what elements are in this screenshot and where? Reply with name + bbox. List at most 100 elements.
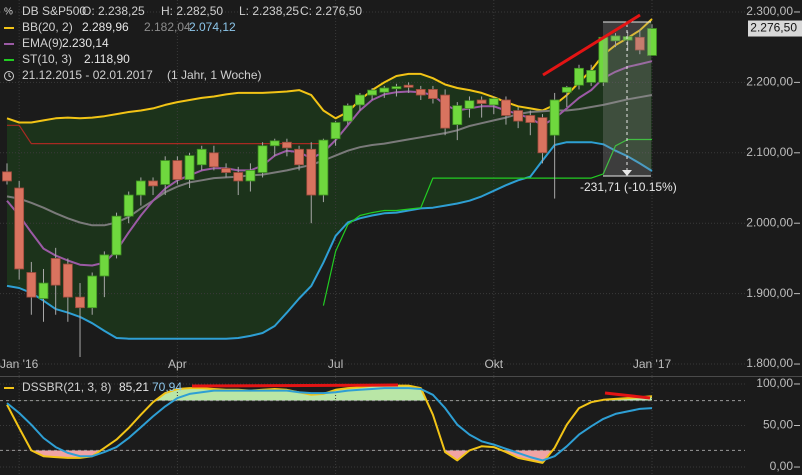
- ohlc-label: C: 2.276,50: [300, 4, 362, 18]
- candle-body: [38, 282, 49, 299]
- clock-hands: [8, 73, 12, 78]
- candle-body: [367, 89, 378, 96]
- candle-body: [62, 263, 73, 298]
- y-tick-label: 100,00: [756, 376, 793, 390]
- ohlc-label: L: 2.238,25: [239, 4, 299, 18]
- candle-body: [622, 36, 633, 41]
- y-tick-label: 2.100,00: [746, 145, 793, 159]
- legend-value: 2.074,12: [189, 20, 236, 34]
- candle-body: [634, 36, 645, 51]
- candle-body: [135, 180, 146, 196]
- candle-body: [586, 70, 597, 83]
- x-tick-label: Apr: [168, 357, 187, 371]
- legend-label: BB(20, 2): [22, 20, 73, 34]
- candle-body: [513, 110, 524, 122]
- legend-value: 85,21: [119, 380, 149, 394]
- candle-body: [208, 152, 219, 168]
- y-tick-label: 50,00: [763, 418, 793, 432]
- x-tick-label: Jul: [328, 357, 343, 371]
- x-tick-label: Jan '17: [633, 357, 672, 371]
- legend-value: 2.289,96: [82, 20, 129, 34]
- ohlc-label: O: 2.238,25: [82, 4, 145, 18]
- legend-value: 2.230,14: [62, 36, 109, 50]
- y-tick-label: 0,00: [770, 459, 794, 473]
- candle-body: [233, 172, 244, 182]
- price-tag: [748, 20, 802, 37]
- candle-body: [269, 140, 280, 147]
- candle-body: [342, 105, 353, 122]
- candle-body: [111, 215, 122, 256]
- x-tick-label: Okt: [484, 357, 503, 371]
- period: 21.12.2015 - 02.01.2017: [22, 68, 153, 82]
- candle-body: [306, 148, 317, 196]
- candle-body: [428, 89, 438, 99]
- candle-body: [330, 122, 341, 140]
- candle-body: [160, 160, 171, 185]
- candle-body: [318, 139, 329, 196]
- candle-body: [184, 155, 195, 180]
- candle-body: [294, 148, 304, 166]
- clock-icon: [4, 71, 14, 81]
- candle-body: [123, 194, 134, 217]
- candle-body: [574, 67, 584, 86]
- legend-label: ST(10, 3): [22, 52, 72, 66]
- y-tick-label: 2.300,00: [746, 4, 793, 18]
- candle-body: [525, 115, 536, 123]
- x-tick-label: Jan '16: [0, 357, 39, 371]
- candle-body: [355, 94, 365, 106]
- measure-arrowhead: [622, 170, 632, 176]
- measure-annotation: -231,71 (-10.15%): [580, 180, 677, 194]
- y-tick-label: 1.900,00: [746, 286, 793, 300]
- chart-title: DB S&P500: [22, 4, 86, 18]
- candle-body: [440, 94, 451, 129]
- candle-layer: [2, 24, 657, 357]
- legend-label: DSSBR(21, 3, 8): [22, 380, 111, 394]
- candle-body: [488, 98, 499, 106]
- candle-body: [464, 100, 475, 109]
- trend-line: [604, 391, 651, 400]
- oscillator-line: [6, 387, 653, 462]
- series-line: [322, 138, 652, 306]
- band-line: [6, 141, 653, 340]
- candle-body: [610, 35, 621, 42]
- candle-body: [50, 258, 61, 286]
- period-span: (1 Jahr, 1 Woche): [167, 68, 262, 82]
- price-tag-label: 2.276,50: [750, 21, 797, 35]
- candle-body: [87, 275, 98, 309]
- candle-body: [647, 28, 657, 56]
- ohlc-label: H: 2.282,50: [161, 4, 223, 18]
- legend-label: EMA(9): [22, 36, 63, 50]
- axis-layer: 1.800,00 1.900,00 2.000,00 2.100,00 2.200,00…: [0, 4, 802, 473]
- candle-body: [2, 171, 12, 182]
- legend-value: 2.118,90: [84, 52, 130, 66]
- legend-value: 2.182,04: [144, 20, 191, 34]
- trend-line: [191, 383, 399, 388]
- candle-body: [148, 180, 158, 187]
- candle-body: [257, 145, 268, 173]
- candle-body: [282, 141, 292, 149]
- candle-body: [501, 99, 511, 116]
- candle-body: [415, 89, 426, 96]
- trend-line: [542, 13, 641, 77]
- candle-body: [221, 167, 231, 173]
- legend-value: 70,94: [152, 380, 182, 394]
- candle-body: [26, 272, 37, 298]
- candle-body: [549, 99, 560, 136]
- grid-layer: [0, 0, 745, 475]
- candle-body: [452, 105, 463, 126]
- band-line: [6, 18, 653, 124]
- candle-body: [403, 84, 414, 88]
- candle-body: [245, 169, 256, 182]
- zone-fill: [7, 450, 653, 463]
- candle-body: [75, 296, 85, 309]
- candle-body: [537, 117, 548, 154]
- candle-body: [561, 86, 572, 93]
- y-tick-label: 1.800,00: [746, 356, 793, 370]
- candle-body: [379, 87, 390, 93]
- candle-body: [391, 86, 402, 90]
- candle-body: [196, 148, 207, 166]
- y-tick-label: 2.000,00: [746, 215, 793, 229]
- legend: % DB S&P500 O: 2.238,25 H: 2.282,50 L: 2…: [4, 4, 362, 394]
- candle-body: [99, 254, 110, 277]
